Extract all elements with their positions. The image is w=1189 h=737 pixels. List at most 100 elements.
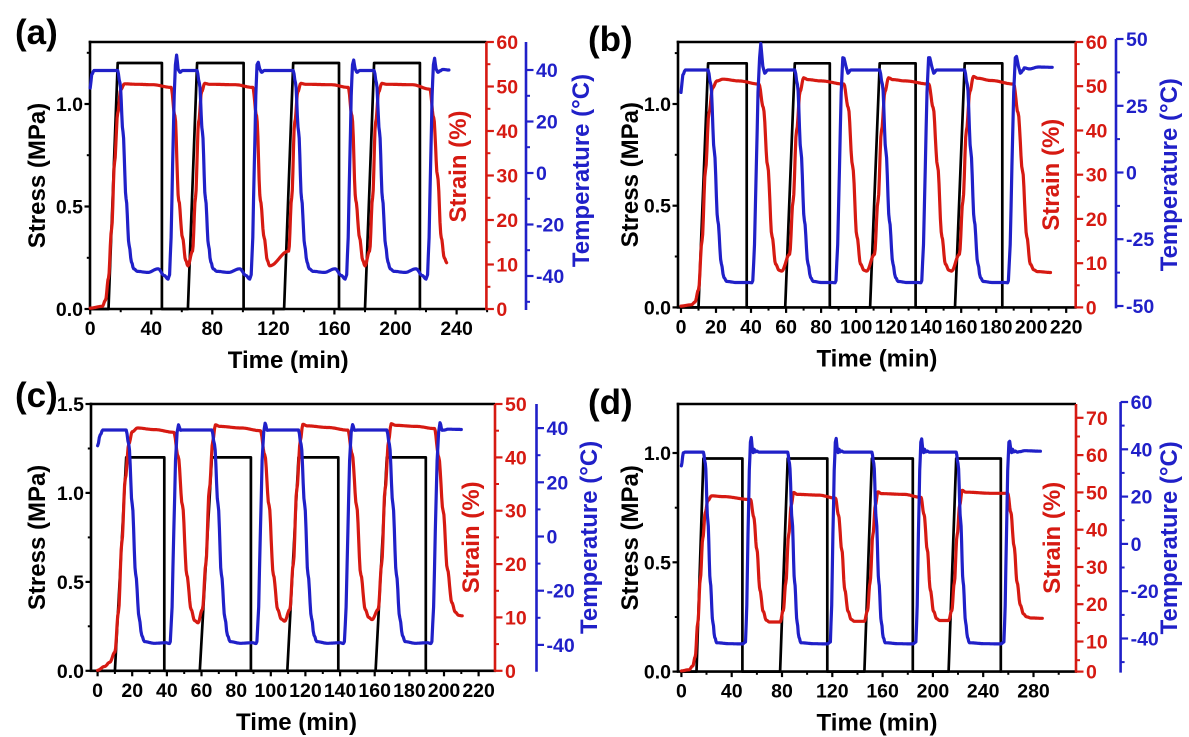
svg-text:20: 20 [1086,209,1108,231]
svg-text:40: 40 [505,447,527,469]
svg-text:80: 80 [201,318,223,340]
svg-text:120: 120 [875,316,908,338]
svg-text:50: 50 [1086,482,1108,504]
svg-text:(c): (c) [15,376,58,415]
svg-text:80: 80 [225,680,247,702]
svg-text:Stress (MPa): Stress (MPa) [24,103,51,248]
svg-text:-20: -20 [1131,581,1159,603]
svg-text:0: 0 [92,680,103,702]
svg-text:25: 25 [1126,96,1148,118]
svg-text:0: 0 [676,316,687,338]
svg-text:40: 40 [740,316,762,338]
svg-text:Strain (%): Strain (%) [445,110,472,222]
svg-text:20: 20 [1131,487,1153,509]
svg-text:0.0: 0.0 [57,661,84,683]
svg-text:Time (min): Time (min) [228,347,349,374]
svg-text:40: 40 [1131,439,1153,461]
svg-text:30: 30 [1086,557,1108,579]
svg-text:Time (min): Time (min) [236,709,357,736]
svg-text:180: 180 [980,316,1013,338]
svg-text:0: 0 [505,661,516,683]
svg-text:160: 160 [866,681,899,703]
svg-text:0: 0 [1131,534,1142,556]
svg-text:50: 50 [505,394,527,416]
svg-text:120: 120 [289,680,322,702]
svg-text:40: 40 [536,60,558,82]
svg-text:30: 30 [1086,165,1108,187]
svg-text:-20: -20 [547,581,575,603]
svg-text:40: 40 [1086,121,1108,143]
svg-text:220: 220 [1050,316,1083,338]
svg-text:140: 140 [324,680,357,702]
svg-text:0: 0 [536,163,547,185]
svg-text:0: 0 [496,299,507,321]
svg-text:Temperature (°C): Temperature (°C) [1156,78,1183,271]
svg-text:30: 30 [496,166,518,188]
svg-text:10: 10 [505,607,527,629]
svg-text:Temperature (°C): Temperature (°C) [1156,441,1183,634]
svg-text:20: 20 [536,112,558,134]
svg-text:(d): (d) [588,383,633,422]
svg-text:1.0: 1.0 [57,483,84,505]
svg-text:40: 40 [140,318,162,340]
svg-text:Stress (MPa): Stress (MPa) [617,102,644,247]
svg-text:60: 60 [191,680,213,702]
svg-text:10: 10 [1086,253,1108,275]
svg-text:0.0: 0.0 [644,662,671,684]
svg-text:0: 0 [547,527,558,549]
svg-text:-40: -40 [547,635,575,657]
svg-text:160: 160 [318,318,351,340]
svg-text:200: 200 [917,681,950,703]
svg-text:0.0: 0.0 [644,297,671,319]
svg-text:220: 220 [462,680,495,702]
svg-text:Time (min): Time (min) [817,710,938,737]
svg-text:0: 0 [676,681,687,703]
svg-text:40: 40 [1086,520,1108,542]
svg-text:Time (min): Time (min) [816,345,937,372]
svg-text:120: 120 [816,681,849,703]
svg-text:240: 240 [967,681,1000,703]
svg-text:50: 50 [496,77,518,99]
svg-text:(b): (b) [588,20,633,59]
svg-text:20: 20 [121,680,143,702]
svg-text:160: 160 [358,680,391,702]
svg-text:60: 60 [775,316,797,338]
svg-text:0.5: 0.5 [57,572,84,594]
svg-text:20: 20 [705,316,727,338]
svg-text:80: 80 [771,681,793,703]
svg-text:40: 40 [156,680,178,702]
svg-text:-50: -50 [1126,296,1154,318]
svg-text:0: 0 [1126,163,1137,185]
svg-text:60: 60 [1086,445,1108,467]
svg-text:200: 200 [379,318,412,340]
svg-text:240: 240 [440,318,473,340]
svg-text:-40: -40 [1131,629,1159,651]
svg-text:60: 60 [496,32,518,54]
svg-text:40: 40 [721,681,743,703]
svg-text:(a): (a) [15,13,58,52]
svg-text:0.5: 0.5 [644,196,671,218]
svg-text:Strain (%): Strain (%) [458,481,485,593]
svg-text:10: 10 [1086,632,1108,654]
svg-text:0.5: 0.5 [644,552,671,574]
svg-text:0: 0 [1086,297,1097,319]
svg-text:0: 0 [1086,662,1097,684]
svg-text:0.0: 0.0 [56,299,83,321]
svg-text:120: 120 [257,318,290,340]
svg-text:1.5: 1.5 [57,394,84,416]
svg-text:40: 40 [547,418,569,440]
svg-text:180: 180 [393,680,426,702]
svg-text:60: 60 [1086,32,1108,54]
svg-text:50: 50 [1126,29,1148,51]
svg-text:0.5: 0.5 [56,197,83,219]
svg-text:1.0: 1.0 [644,443,671,465]
svg-text:20: 20 [496,210,518,232]
svg-text:40: 40 [496,121,518,143]
svg-text:70: 70 [1086,408,1108,430]
svg-text:Stress (MPa): Stress (MPa) [617,465,644,610]
svg-text:200: 200 [1015,316,1048,338]
svg-text:20: 20 [505,554,527,576]
svg-text:-20: -20 [536,215,564,237]
svg-text:Temperature (°C): Temperature (°C) [568,74,595,267]
svg-text:Stress (MPa): Stress (MPa) [24,465,51,610]
